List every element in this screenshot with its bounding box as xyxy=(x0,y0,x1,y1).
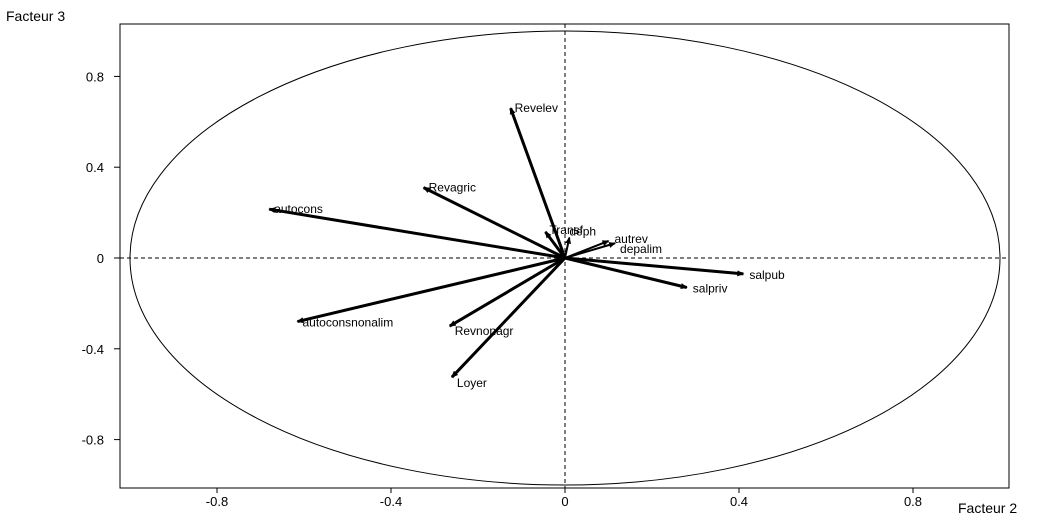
vector-transf xyxy=(544,230,567,259)
y-tick-label: 0.4 xyxy=(86,160,104,175)
vector-autoconsnonalim xyxy=(296,256,566,324)
vector-deph xyxy=(564,236,572,259)
x-tick-label: 0.8 xyxy=(904,494,922,509)
y-tick-label: -0.4 xyxy=(82,342,104,357)
vector-label-revagric: Revagric xyxy=(429,181,476,195)
vector-label-autoconsnonalim: autoconsnonalim xyxy=(302,316,393,330)
vector-label-autocons: autocons xyxy=(274,202,323,216)
vector-label-revelev: Revelev xyxy=(515,101,558,115)
unit-circle xyxy=(129,30,1001,486)
y-axis-label: Facteur 3 xyxy=(6,8,65,24)
vector-autocons xyxy=(268,207,566,260)
y-tick-label: 0 xyxy=(97,251,104,266)
vector-salpriv xyxy=(564,256,688,290)
vector-revnonagr xyxy=(448,256,566,328)
vector-depalim xyxy=(564,242,616,259)
y-tick-label: 0.8 xyxy=(86,69,104,84)
vector-label-autrev: autrev xyxy=(615,232,648,246)
vector-label-depalim: depalim xyxy=(620,242,662,256)
unit-circle-layer xyxy=(129,30,1001,486)
vector-revelev xyxy=(509,107,567,259)
y-tick-label: -0.8 xyxy=(82,433,104,448)
x-axis-label: Facteur 2 xyxy=(958,500,1017,516)
x-tick-label: -0.4 xyxy=(380,494,402,509)
vector-label-transf: Transf xyxy=(549,223,583,237)
x-tick-label: 0 xyxy=(561,494,568,509)
vector-label-loyer: Loyer xyxy=(457,376,487,390)
vector-label-salpriv: salpriv xyxy=(693,282,728,296)
x-tick-label: -0.8 xyxy=(206,494,228,509)
vector-loyer xyxy=(450,256,567,379)
axis-ticks: -0.8 -0.4 0 0.4 0.8 0.8 0.4 0 -0.4 -0.8 xyxy=(82,69,922,509)
vector-label-deph: deph xyxy=(569,225,596,239)
vectors-layer xyxy=(268,107,745,379)
vector-label-revnonagr: Revnonagr xyxy=(455,324,514,338)
vector-label-salpub: salpub xyxy=(749,268,785,282)
vector-revagric xyxy=(422,186,566,260)
vector-salpub xyxy=(564,256,745,277)
x-tick-label: 0.4 xyxy=(730,494,748,509)
